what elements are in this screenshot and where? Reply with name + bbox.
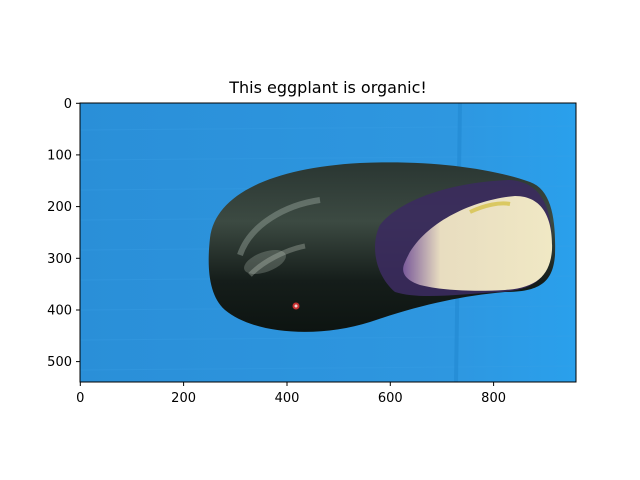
y-tick-label-500: 500 xyxy=(47,355,72,370)
x-tick-label-0: 0 xyxy=(76,391,84,406)
x-tick-label-600: 600 xyxy=(378,391,403,406)
y-tick-label-0: 0 xyxy=(64,97,72,112)
y-tick-label-200: 200 xyxy=(47,200,72,215)
x-tick-label-200: 200 xyxy=(171,391,196,406)
eggplant-photo xyxy=(80,103,576,382)
x-axis: 0 200 400 600 800 xyxy=(76,382,506,406)
y-tick-label-300: 300 xyxy=(47,252,72,267)
plot-title: This eggplant is organic! xyxy=(229,78,427,97)
y-tick-label-100: 100 xyxy=(47,149,72,164)
y-axis: 0 100 200 300 400 500 xyxy=(47,97,80,370)
x-tick-label-400: 400 xyxy=(275,391,300,406)
x-tick-label-800: 800 xyxy=(481,391,506,406)
y-tick-label-400: 400 xyxy=(47,304,72,319)
plot-frame xyxy=(79,102,577,383)
